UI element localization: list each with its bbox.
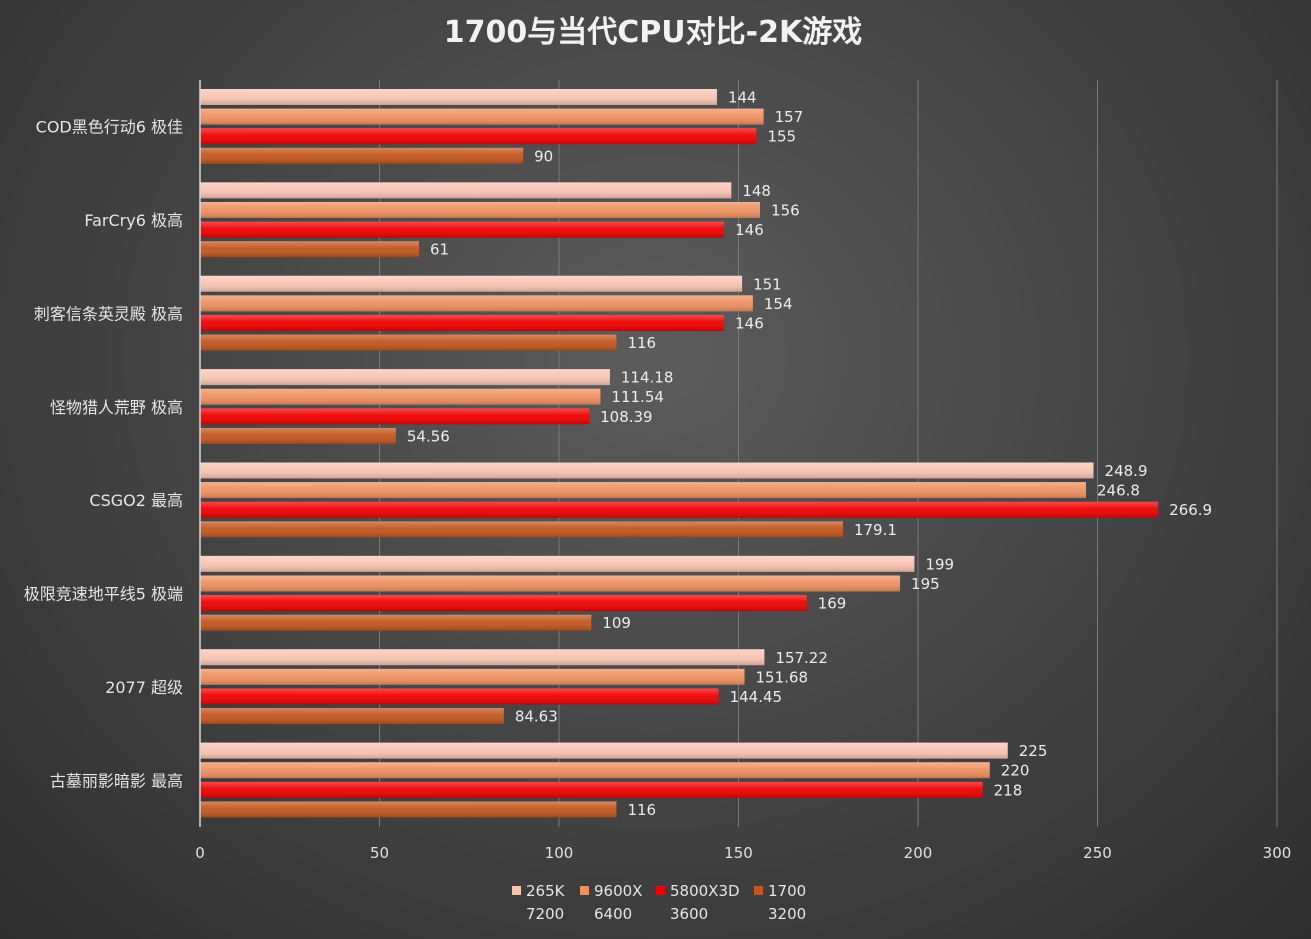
value-label: 157 (775, 108, 804, 126)
bar-sheen (200, 708, 504, 725)
chart-title: 1700与当代CPU对比-2K游戏 (444, 15, 862, 50)
bar-sheen (200, 595, 807, 612)
x-axis-ticks: 0 50 100 150 200 250 300 (195, 844, 1291, 862)
value-label: 109 (602, 614, 631, 632)
bar-sheen (200, 147, 524, 164)
category-label: 2077 超级 (105, 678, 183, 697)
bar-sheen (200, 501, 1159, 518)
x-tick-label: 50 (370, 844, 389, 862)
legend-sublabel: 6400 (594, 905, 632, 923)
value-label: 111.54 (611, 388, 664, 406)
value-label: 144.45 (730, 688, 783, 706)
category-label: 怪物猎人荒野 极高 (50, 398, 183, 417)
value-label: 144 (728, 89, 757, 107)
x-tick-label: 100 (545, 844, 574, 862)
value-label: 155 (767, 128, 796, 146)
bar-sheen (200, 427, 396, 444)
bar-sheen (200, 275, 743, 292)
bar-sheen (200, 614, 592, 631)
bar-sheen (200, 295, 753, 312)
value-label: 148 (742, 182, 771, 200)
legend-sublabel: 3200 (768, 905, 806, 923)
value-label: 116 (627, 334, 656, 352)
legend-swatch-265K (512, 886, 521, 895)
value-label: 146 (735, 221, 764, 239)
bar-sheen (200, 688, 719, 705)
bar-sheen (200, 128, 757, 145)
bar-sheen (200, 369, 610, 386)
bar-sheen (200, 575, 901, 592)
legend-swatch-9600X (580, 886, 589, 895)
bar-sheen (200, 334, 617, 351)
bar-sheen (200, 408, 590, 425)
value-label: 146 (735, 314, 764, 332)
value-label: 218 (994, 781, 1023, 799)
value-label: 108.39 (600, 408, 653, 426)
legend-sublabel: 3600 (670, 905, 708, 923)
value-label: 151 (753, 275, 782, 293)
x-tick-label: 300 (1263, 844, 1292, 862)
value-label: 179.1 (854, 521, 897, 539)
value-label: 116 (627, 801, 656, 819)
legend-swatch-5800X3D (656, 886, 665, 895)
bar-sheen (200, 555, 915, 572)
x-tick-label: 250 (1083, 844, 1112, 862)
value-label: 220 (1001, 762, 1030, 780)
bar-sheen (200, 388, 601, 405)
legend-label: 265K (526, 882, 566, 900)
legend-swatch-1700 (754, 886, 763, 895)
category-label: COD黑色行动6 极佳 (36, 118, 183, 137)
x-tick-label: 0 (195, 844, 205, 862)
bar-sheen (200, 762, 990, 779)
bar-sheen (200, 462, 1094, 479)
value-label: 54.56 (407, 427, 450, 445)
value-labels: 1441571559014815614661151154146116114.18… (407, 89, 1212, 819)
category-label: CSGO2 最高 (89, 491, 183, 510)
bar-sheen (200, 742, 1008, 759)
bar-sheen (200, 89, 717, 105)
value-label: 151.68 (756, 668, 809, 686)
value-label: 154 (764, 295, 793, 313)
bar-sheen (200, 649, 765, 666)
value-label: 156 (771, 201, 800, 219)
bar-sheen (200, 801, 617, 818)
bar-sheen (200, 241, 419, 258)
value-label: 90 (534, 147, 553, 165)
bar-sheen (200, 668, 745, 685)
value-label: 169 (818, 595, 847, 613)
legend-sublabel: 7200 (526, 905, 564, 923)
bar-sheen (200, 182, 732, 199)
category-label: 古墓丽影暗影 最高 (50, 771, 183, 790)
value-label: 114.18 (621, 369, 674, 387)
bar-sheen (200, 482, 1087, 499)
legend: 265K 7200 9600X 6400 5800X3D 3600 1700 3200 (512, 882, 806, 923)
bar-sheen (200, 521, 843, 538)
value-label: 61 (430, 241, 449, 259)
bar-sheen (200, 201, 761, 218)
category-label: FarCry6 极高 (84, 211, 183, 230)
bar-sheen (200, 108, 764, 125)
value-label: 157.22 (775, 649, 828, 667)
bars (200, 89, 1159, 818)
value-label: 199 (925, 555, 954, 573)
legend-label: 5800X3D (670, 882, 740, 900)
value-label: 225 (1019, 742, 1048, 760)
bar-sheen (200, 221, 725, 238)
value-label: 84.63 (515, 708, 558, 726)
category-label: 刺客信条英灵殿 极高 (34, 304, 183, 323)
value-label: 248.9 (1105, 462, 1148, 480)
x-tick-label: 150 (724, 844, 753, 862)
x-tick-label: 200 (904, 844, 933, 862)
value-label: 246.8 (1097, 482, 1140, 500)
legend-label: 1700 (768, 882, 806, 900)
value-label: 266.9 (1169, 501, 1212, 519)
bar-sheen (200, 781, 983, 798)
bar-sheen (200, 314, 725, 331)
category-label: 极限竞速地平线5 极端 (24, 585, 183, 604)
legend-label: 9600X (594, 882, 642, 900)
value-label: 195 (911, 575, 940, 593)
